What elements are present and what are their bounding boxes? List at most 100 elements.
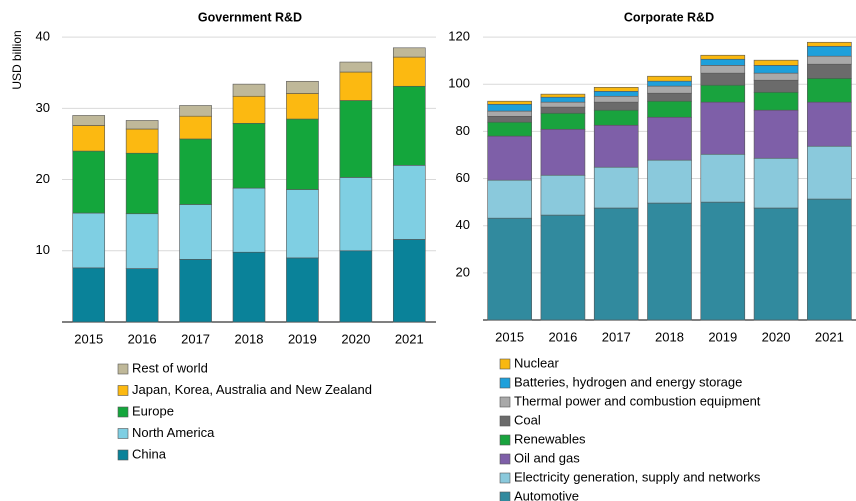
- x-tick-label: 2018: [655, 329, 684, 344]
- bar-segment: [647, 100, 692, 118]
- legend-swatch: [499, 491, 511, 501]
- chart-title: Corporate R&D: [624, 10, 714, 24]
- bar-segment: [540, 96, 586, 103]
- bar-segment: [487, 110, 532, 117]
- bar-segment: [125, 128, 159, 154]
- bar-segment: [807, 101, 852, 147]
- legend-label: North America: [132, 425, 215, 440]
- bar-segment: [232, 95, 266, 124]
- bar-segment: [72, 125, 106, 152]
- bar-segment: [540, 174, 586, 216]
- legend-swatch: [117, 385, 129, 396]
- x-tick-label: 2016: [548, 329, 577, 344]
- bar-segment: [700, 54, 746, 60]
- x-tick-label: 2020: [341, 331, 370, 346]
- bar-segment: [72, 267, 106, 323]
- bar-segment: [392, 56, 426, 87]
- bar-segment: [72, 150, 106, 214]
- legend-label: Rest of world: [132, 360, 208, 375]
- bar-segment: [232, 83, 266, 97]
- bar-segment: [125, 152, 159, 215]
- bar-segment: [753, 79, 799, 93]
- x-tick-label: 2020: [762, 329, 791, 344]
- x-tick-label: 2021: [395, 331, 424, 346]
- legend-swatch: [117, 406, 129, 418]
- bar-segment: [753, 91, 799, 111]
- legend-label: Japan, Korea, Australia and New Zealand: [132, 382, 372, 397]
- legend-label: China: [132, 446, 167, 461]
- bar-segment: [72, 212, 106, 269]
- x-tick-label: 2015: [495, 329, 524, 344]
- x-tick-label: 2019: [288, 331, 317, 346]
- legend-swatch: [499, 453, 511, 465]
- legend-label: Coal: [514, 412, 541, 427]
- x-tick-label: 2017: [181, 331, 210, 346]
- x-tick-label: 2016: [128, 331, 157, 346]
- bar-segment: [753, 207, 799, 321]
- bar-segment: [232, 187, 266, 253]
- bar-segment: [392, 85, 426, 166]
- legend-swatch: [499, 472, 511, 484]
- legend-swatch: [499, 358, 511, 370]
- x-tick-label: 2021: [815, 329, 844, 344]
- bar-segment: [753, 72, 799, 81]
- bar-segment: [179, 138, 212, 205]
- bar-segment: [286, 118, 319, 190]
- bar-segment: [753, 59, 799, 66]
- legend-label: Electricity generation, supply and netwo…: [514, 469, 761, 484]
- bar-segment: [540, 214, 586, 321]
- bar-segment: [339, 177, 373, 252]
- y-tick-label: 40: [36, 29, 50, 44]
- bar-segment: [72, 115, 106, 126]
- x-tick-label: 2019: [708, 329, 737, 344]
- bar-segment: [540, 93, 586, 98]
- y-tick-label: 20: [456, 264, 470, 279]
- bar-segment: [647, 80, 692, 87]
- bar-segment: [487, 103, 532, 112]
- bar-segment: [487, 179, 532, 219]
- bar-segment: [487, 121, 532, 137]
- bar-segment: [700, 58, 746, 66]
- bar-segment: [339, 61, 373, 73]
- bar-segment: [700, 84, 746, 103]
- bar-segment: [807, 55, 852, 65]
- bar-segment: [647, 92, 692, 102]
- bar-segment: [232, 251, 266, 323]
- bar-segment: [540, 128, 586, 176]
- bar-segment: [540, 112, 586, 130]
- legend-label: Automotive: [514, 488, 579, 501]
- bar-segment: [487, 100, 532, 105]
- bar-segment: [339, 100, 373, 178]
- bar-segment: [753, 157, 799, 209]
- legend-label: Renewables: [514, 431, 586, 446]
- y-tick-label: 100: [448, 76, 470, 91]
- x-tick-label: 2015: [74, 331, 103, 346]
- y-tick-label: 20: [36, 171, 50, 186]
- bar-segment: [286, 93, 319, 120]
- y-tick-label: 80: [456, 123, 470, 138]
- bar-segment: [807, 78, 852, 103]
- bar-segment: [807, 45, 852, 57]
- bar-segment: [487, 217, 532, 321]
- bar-segment: [179, 259, 212, 323]
- bar-segment: [753, 109, 799, 159]
- bar-segment: [807, 198, 852, 321]
- bar-segment: [286, 80, 319, 94]
- bar-segment: [593, 166, 639, 209]
- legend-label: Nuclear: [514, 355, 559, 370]
- bar-segment: [700, 101, 746, 155]
- bar-segment: [647, 202, 692, 321]
- y-tick-label: 40: [456, 217, 470, 232]
- bar-segment: [593, 86, 639, 92]
- bar-segment: [753, 65, 799, 74]
- y-tick-label: 120: [448, 29, 470, 44]
- y-tick-label: 60: [456, 170, 470, 185]
- bar-segment: [700, 72, 746, 86]
- legend-label: Europe: [132, 403, 174, 418]
- bar-segment: [487, 135, 532, 181]
- bar-segment: [593, 109, 639, 126]
- x-tick-label: 2018: [235, 331, 264, 346]
- bar-segment: [339, 250, 373, 323]
- bar-segment: [392, 47, 426, 58]
